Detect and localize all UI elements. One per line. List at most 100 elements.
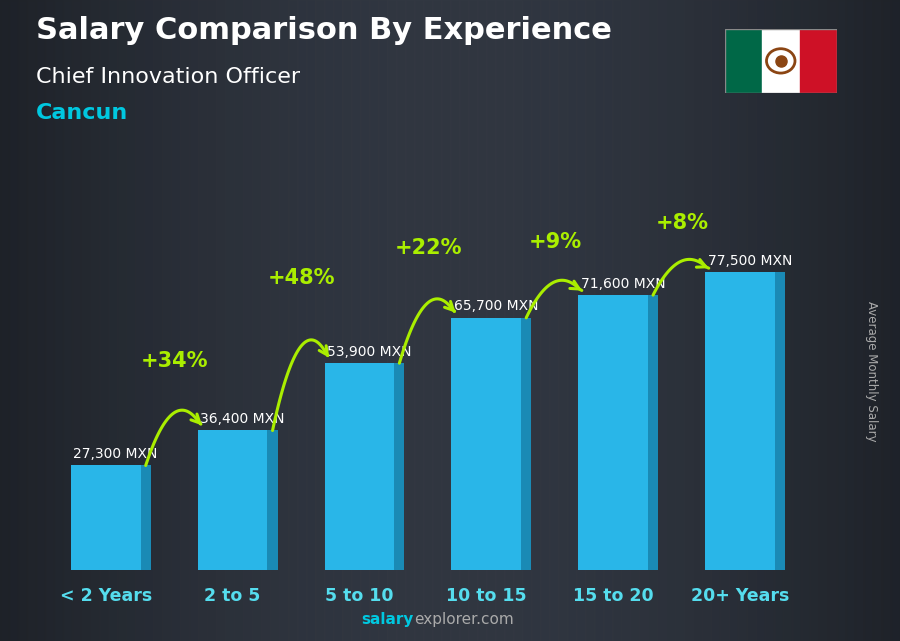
Bar (198, 431, 267, 570)
Bar (621, 0, 630, 641)
Bar (306, 0, 315, 641)
Bar (270, 0, 279, 641)
Text: 27,300 MXN: 27,300 MXN (74, 447, 158, 461)
Bar (207, 0, 216, 641)
Bar (799, 29, 837, 93)
Bar (234, 0, 243, 641)
Bar (828, 0, 837, 641)
Bar (18, 0, 27, 641)
Bar (288, 0, 297, 641)
Bar (585, 0, 594, 641)
Bar (441, 0, 450, 641)
Bar (261, 0, 270, 641)
Text: +22%: +22% (395, 238, 463, 258)
Bar (675, 0, 684, 641)
Bar (325, 363, 394, 570)
Bar (495, 0, 504, 641)
Bar (711, 0, 720, 641)
Bar (630, 0, 639, 641)
Bar (738, 0, 747, 641)
Bar (639, 0, 648, 641)
Bar (279, 0, 288, 641)
Bar (693, 0, 702, 641)
Text: Chief Innovation Officer: Chief Innovation Officer (36, 67, 300, 87)
Bar (333, 0, 342, 641)
Bar (774, 0, 783, 641)
Bar (0, 0, 9, 641)
Bar (315, 0, 324, 641)
Bar (252, 0, 261, 641)
Bar (54, 0, 63, 641)
Bar (117, 0, 126, 641)
Bar (126, 0, 135, 641)
Text: 65,700 MXN: 65,700 MXN (454, 299, 538, 313)
Text: explorer.com: explorer.com (414, 612, 514, 627)
Bar (414, 0, 423, 641)
Text: Salary Comparison By Experience: Salary Comparison By Experience (36, 16, 612, 45)
Text: +9%: +9% (529, 232, 582, 252)
Bar (810, 0, 819, 641)
Bar (63, 0, 72, 641)
Bar (762, 29, 799, 93)
Bar (801, 0, 810, 641)
Bar (837, 0, 846, 641)
Bar (72, 0, 81, 641)
Bar (468, 0, 477, 641)
Bar (720, 0, 729, 641)
Bar (189, 0, 198, 641)
Bar (882, 0, 891, 641)
Bar (180, 0, 189, 641)
Bar (558, 0, 567, 641)
Bar (702, 0, 711, 641)
Text: Cancun: Cancun (36, 103, 128, 122)
Polygon shape (775, 272, 785, 570)
Bar (705, 272, 775, 570)
Bar (405, 0, 414, 641)
Bar (765, 0, 774, 641)
Bar (513, 0, 522, 641)
Bar (864, 0, 873, 641)
Bar (666, 0, 675, 641)
Bar (783, 0, 792, 641)
Bar (684, 0, 693, 641)
Bar (225, 0, 234, 641)
Text: salary: salary (362, 612, 414, 627)
Text: +8%: +8% (656, 213, 708, 233)
Bar (297, 0, 306, 641)
Text: Average Monthly Salary: Average Monthly Salary (865, 301, 878, 442)
Bar (198, 0, 207, 641)
Bar (324, 0, 333, 641)
Polygon shape (140, 465, 151, 570)
Bar (135, 0, 144, 641)
Bar (36, 0, 45, 641)
Bar (342, 0, 351, 641)
Bar (71, 465, 140, 570)
Bar (396, 0, 405, 641)
Bar (90, 0, 99, 641)
Bar (45, 0, 54, 641)
Polygon shape (648, 295, 658, 570)
Text: +48%: +48% (268, 268, 336, 288)
Bar (846, 0, 855, 641)
Bar (504, 0, 513, 641)
Bar (657, 0, 666, 641)
Bar (594, 0, 603, 641)
Text: 77,500 MXN: 77,500 MXN (707, 254, 792, 268)
Text: 53,900 MXN: 53,900 MXN (327, 345, 411, 358)
Bar (567, 0, 576, 641)
Bar (171, 0, 180, 641)
Bar (153, 0, 162, 641)
Bar (873, 0, 882, 641)
Text: +34%: +34% (141, 351, 209, 371)
Text: 36,400 MXN: 36,400 MXN (200, 412, 284, 426)
Bar (522, 0, 531, 641)
Bar (540, 0, 549, 641)
Bar (549, 0, 558, 641)
Bar (432, 0, 441, 641)
Bar (578, 295, 648, 570)
Bar (450, 0, 459, 641)
Bar (99, 0, 108, 641)
Bar (216, 0, 225, 641)
Bar (855, 0, 864, 641)
Bar (27, 0, 36, 641)
